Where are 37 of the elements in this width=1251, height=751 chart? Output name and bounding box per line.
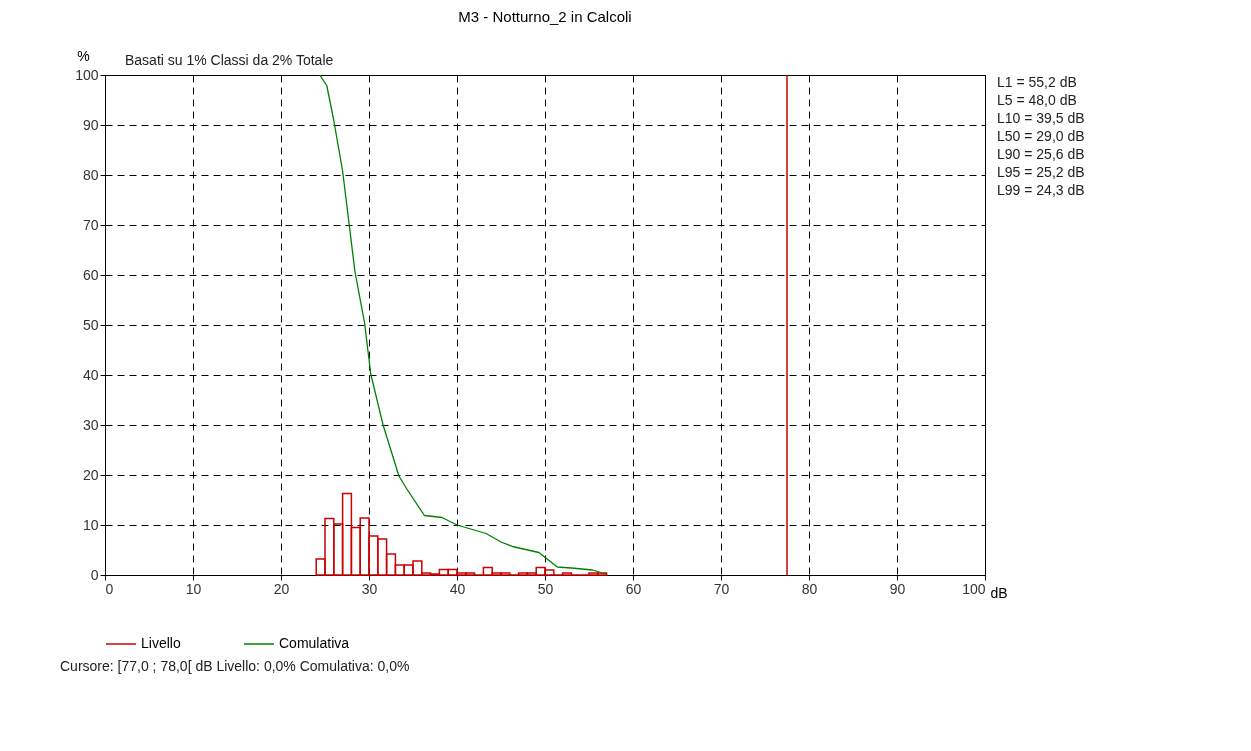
text: L5 = 48,0 dB: [997, 92, 1077, 108]
text: L10 = 39,5 dB: [997, 110, 1085, 126]
x-tick-label: 100: [962, 580, 986, 597]
chart-title: M3 - Notturno_2 in Calcoli: [458, 8, 632, 25]
x-tick-label: 20: [273, 580, 290, 597]
y-tick-label: 10: [82, 516, 99, 533]
text: L95 = 25,2 dB: [997, 164, 1085, 180]
y-tick-label: 40: [82, 366, 99, 383]
y-tick-label: 90: [82, 116, 99, 133]
y-tick-label: 70: [82, 216, 99, 233]
x-tick-label: 30: [361, 580, 378, 597]
x-tick-label: 90: [889, 580, 906, 597]
x-tick-label: 0: [105, 580, 114, 597]
text: L90 = 25,6 dB: [997, 146, 1085, 162]
y-axis-title: %: [77, 47, 90, 64]
x-tick-label: 10: [185, 580, 202, 597]
y-tick-label: 80: [82, 166, 99, 183]
line-series: [319, 74, 607, 575]
y-tick-label: 50: [82, 316, 99, 333]
legend-label: Comulativa: [279, 635, 350, 651]
y-tick-label: 60: [82, 266, 99, 283]
text: L50 = 29,0 dB: [997, 128, 1085, 144]
x-tick-label: 60: [625, 580, 642, 597]
x-tick-label: 80: [801, 580, 818, 597]
x-tick-label: 70: [713, 580, 730, 597]
x-tick-label: 50: [537, 580, 554, 597]
y-tick-label: 100: [75, 66, 99, 83]
y-tick-label: 20: [82, 466, 99, 483]
text: Cursore: [77,0 ; 78,0[ dB Livello: 0,0% Comulativa: 0,0%: [60, 658, 410, 674]
y-tick-label: 30: [82, 416, 99, 433]
text: L99 = 24,3 dB: [997, 182, 1085, 198]
chart-subtitle: Basati su 1% Classi da 2% Totale: [125, 52, 334, 68]
x-tick-label: 40: [449, 580, 466, 597]
x-axis-title: dB: [990, 584, 1008, 601]
text: L1 = 55,2 dB: [997, 74, 1077, 90]
legend-label: Livello: [141, 635, 181, 651]
y-tick-label: 0: [90, 566, 99, 583]
